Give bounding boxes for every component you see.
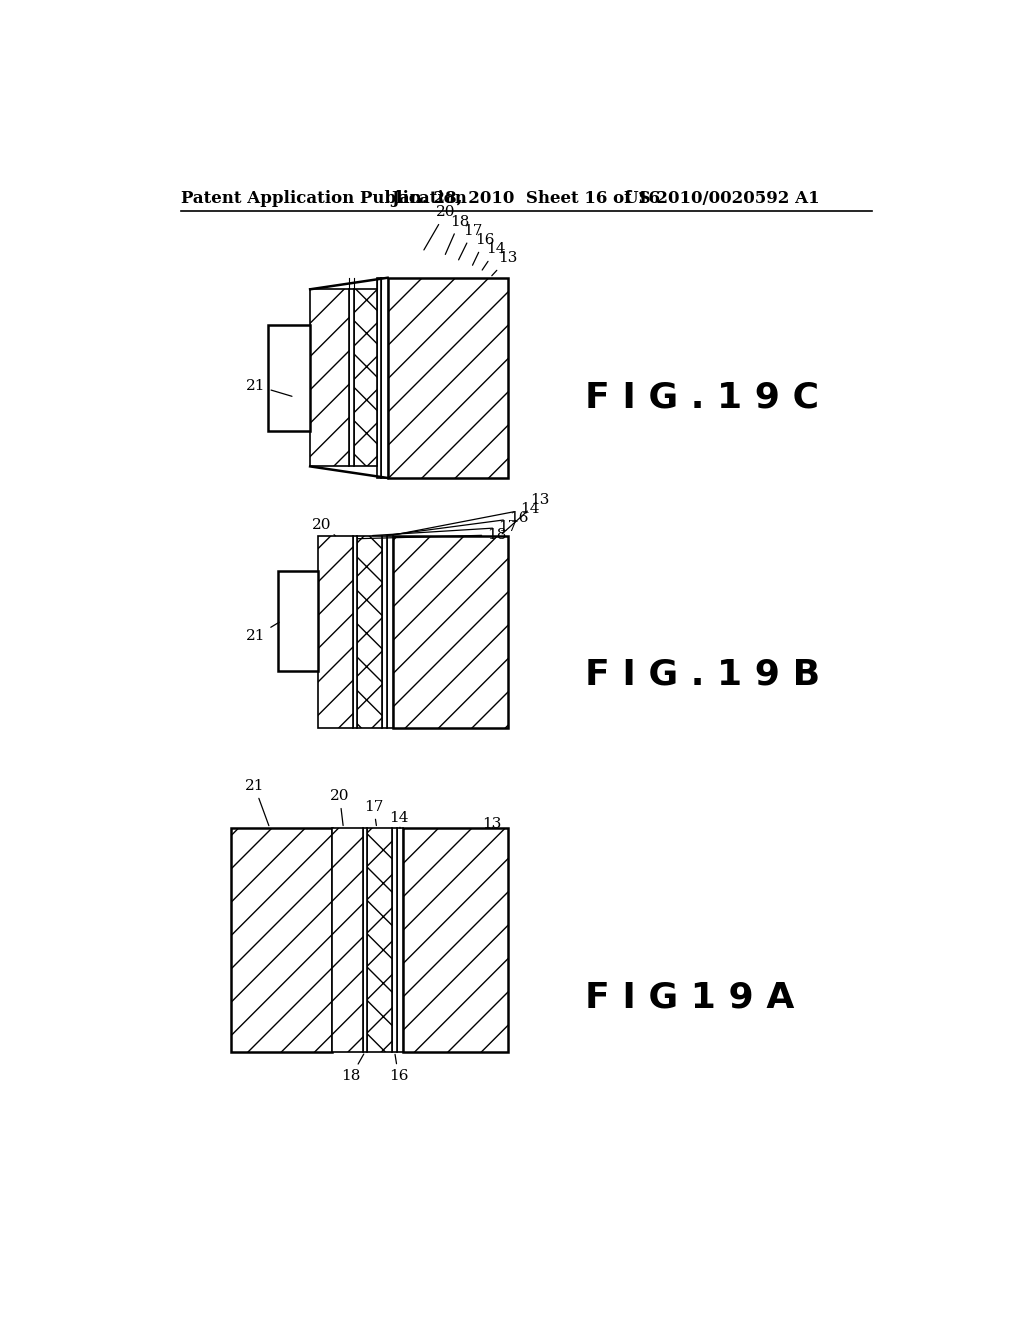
Polygon shape xyxy=(349,289,353,466)
Text: 20: 20 xyxy=(330,789,349,825)
Text: F I G . 1 9 B: F I G . 1 9 B xyxy=(586,657,820,692)
Polygon shape xyxy=(368,829,392,1052)
Polygon shape xyxy=(317,536,352,729)
Polygon shape xyxy=(357,536,382,729)
Polygon shape xyxy=(381,277,388,478)
Text: 18: 18 xyxy=(342,1053,364,1084)
Text: 16: 16 xyxy=(389,1055,409,1084)
Text: 14: 14 xyxy=(389,810,409,829)
Polygon shape xyxy=(388,277,508,478)
Polygon shape xyxy=(267,325,310,430)
Polygon shape xyxy=(332,829,362,1052)
Text: 14: 14 xyxy=(482,243,506,271)
Text: 13: 13 xyxy=(482,817,502,832)
Text: F I G . 1 9 C: F I G . 1 9 C xyxy=(586,380,819,414)
Text: 21: 21 xyxy=(246,379,292,396)
Text: 17: 17 xyxy=(364,800,383,825)
Text: 18: 18 xyxy=(445,215,469,255)
Text: 20: 20 xyxy=(424,206,456,249)
Polygon shape xyxy=(353,289,377,466)
Text: 13: 13 xyxy=(502,492,550,533)
Polygon shape xyxy=(382,536,387,729)
Text: 13: 13 xyxy=(492,252,517,276)
Text: 16: 16 xyxy=(472,234,495,265)
Polygon shape xyxy=(278,570,317,671)
Text: US 2010/0020592 A1: US 2010/0020592 A1 xyxy=(624,190,819,207)
Polygon shape xyxy=(310,289,349,466)
Text: 17: 17 xyxy=(459,224,482,260)
Text: Patent Application Publication: Patent Application Publication xyxy=(180,190,467,207)
Text: 14: 14 xyxy=(392,502,540,535)
Polygon shape xyxy=(397,829,403,1052)
Polygon shape xyxy=(403,829,508,1052)
Polygon shape xyxy=(362,829,368,1052)
Polygon shape xyxy=(231,829,332,1052)
Polygon shape xyxy=(392,829,397,1052)
Polygon shape xyxy=(387,536,393,729)
Text: 20: 20 xyxy=(312,517,335,536)
Text: 17: 17 xyxy=(373,520,517,536)
Text: 21: 21 xyxy=(246,622,280,643)
Polygon shape xyxy=(377,277,381,478)
Text: 18: 18 xyxy=(357,528,507,543)
Text: F I G 1 9 A: F I G 1 9 A xyxy=(586,981,795,1015)
Polygon shape xyxy=(352,536,357,729)
Text: 16: 16 xyxy=(387,511,528,536)
Text: Jan. 28, 2010  Sheet 16 of 16: Jan. 28, 2010 Sheet 16 of 16 xyxy=(391,190,660,207)
Text: 21: 21 xyxy=(245,779,269,826)
Polygon shape xyxy=(393,536,508,729)
